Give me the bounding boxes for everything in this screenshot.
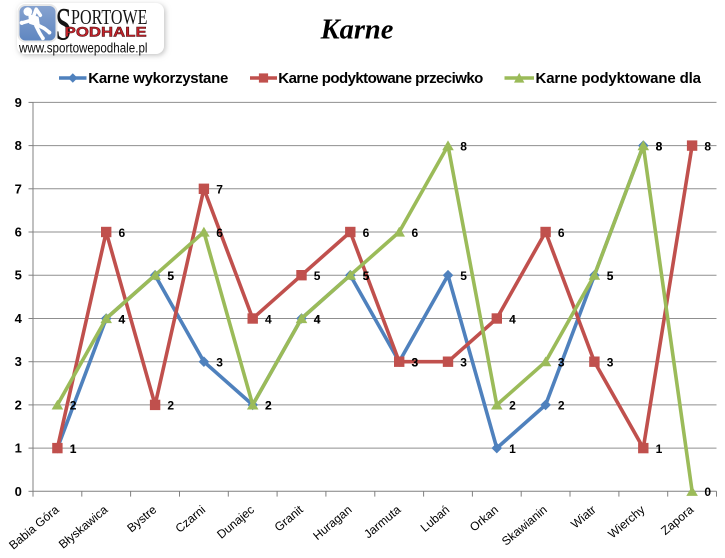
svg-text:8: 8 bbox=[704, 139, 711, 153]
svg-text:www.sportowepodhale.pl: www.sportowepodhale.pl bbox=[18, 41, 147, 56]
svg-text:9: 9 bbox=[15, 95, 22, 110]
svg-text:4: 4 bbox=[314, 312, 321, 326]
svg-text:5: 5 bbox=[363, 269, 370, 283]
svg-text:3: 3 bbox=[412, 356, 419, 370]
svg-text:3: 3 bbox=[216, 356, 223, 370]
svg-text:3: 3 bbox=[558, 356, 565, 370]
svg-text:0: 0 bbox=[704, 485, 711, 499]
svg-text:5: 5 bbox=[167, 269, 174, 283]
svg-text:1: 1 bbox=[656, 442, 663, 456]
svg-text:5: 5 bbox=[607, 269, 614, 283]
svg-text:1: 1 bbox=[15, 441, 22, 456]
svg-text:1: 1 bbox=[509, 442, 516, 456]
svg-text:6: 6 bbox=[363, 226, 370, 240]
svg-text:4: 4 bbox=[265, 312, 272, 326]
svg-text:Karne podyktowane dla: Karne podyktowane dla bbox=[536, 70, 702, 87]
svg-text:PORTOWE: PORTOWE bbox=[71, 5, 148, 29]
svg-text:4: 4 bbox=[314, 312, 321, 326]
svg-text:6: 6 bbox=[558, 226, 565, 240]
svg-text:4: 4 bbox=[119, 312, 126, 326]
svg-text:2: 2 bbox=[558, 399, 565, 413]
svg-text:3: 3 bbox=[15, 354, 22, 369]
svg-text:0: 0 bbox=[15, 484, 22, 499]
svg-text:S: S bbox=[56, 0, 72, 50]
svg-text:4: 4 bbox=[119, 312, 126, 326]
svg-text:Karne podyktowane przeciwko: Karne podyktowane przeciwko bbox=[278, 70, 483, 87]
svg-text:7: 7 bbox=[216, 183, 223, 197]
svg-text:5: 5 bbox=[363, 269, 370, 283]
svg-text:3: 3 bbox=[412, 356, 419, 370]
svg-text:PODHALE: PODHALE bbox=[65, 23, 147, 39]
svg-text:3: 3 bbox=[607, 356, 614, 370]
svg-text:5: 5 bbox=[167, 269, 174, 283]
svg-text:1: 1 bbox=[70, 442, 77, 456]
svg-text:5: 5 bbox=[15, 268, 22, 283]
svg-text:2: 2 bbox=[167, 399, 174, 413]
svg-text:3: 3 bbox=[460, 356, 467, 370]
svg-text:8: 8 bbox=[656, 139, 663, 153]
svg-text:2: 2 bbox=[509, 399, 516, 413]
svg-text:8: 8 bbox=[460, 139, 467, 153]
svg-text:4: 4 bbox=[509, 312, 516, 326]
svg-text:4: 4 bbox=[15, 311, 23, 326]
svg-text:8: 8 bbox=[656, 139, 663, 153]
svg-text:1: 1 bbox=[70, 442, 77, 456]
svg-text:5: 5 bbox=[607, 269, 614, 283]
svg-text:Karne: Karne bbox=[320, 15, 394, 46]
svg-text:5: 5 bbox=[314, 269, 321, 283]
svg-text:6: 6 bbox=[119, 226, 126, 240]
svg-text:6: 6 bbox=[15, 225, 22, 240]
svg-text:8: 8 bbox=[15, 138, 22, 153]
svg-text:2: 2 bbox=[265, 399, 272, 413]
svg-text:7: 7 bbox=[15, 181, 22, 196]
svg-text:Karne wykorzystane: Karne wykorzystane bbox=[88, 70, 228, 87]
svg-text:2: 2 bbox=[265, 399, 272, 413]
svg-text:6: 6 bbox=[412, 226, 419, 240]
svg-text:2: 2 bbox=[70, 399, 77, 413]
svg-text:2: 2 bbox=[15, 397, 22, 412]
svg-text:6: 6 bbox=[216, 226, 223, 240]
svg-text:5: 5 bbox=[460, 269, 467, 283]
